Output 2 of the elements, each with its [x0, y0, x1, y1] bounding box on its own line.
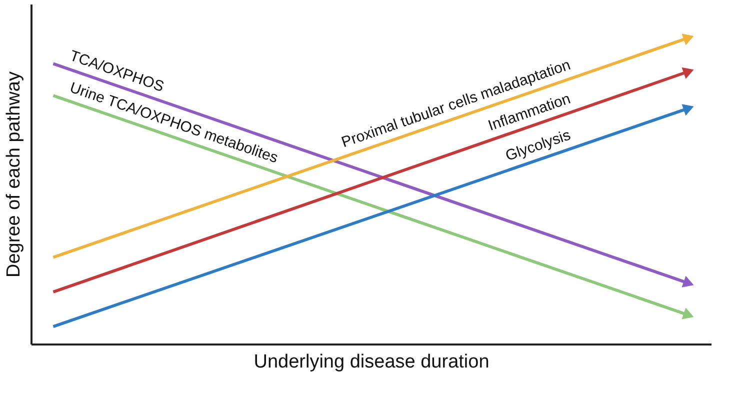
y-axis-title: Degree of each pathway — [4, 71, 24, 278]
x-axis-title: Underlying disease duration — [254, 352, 490, 372]
